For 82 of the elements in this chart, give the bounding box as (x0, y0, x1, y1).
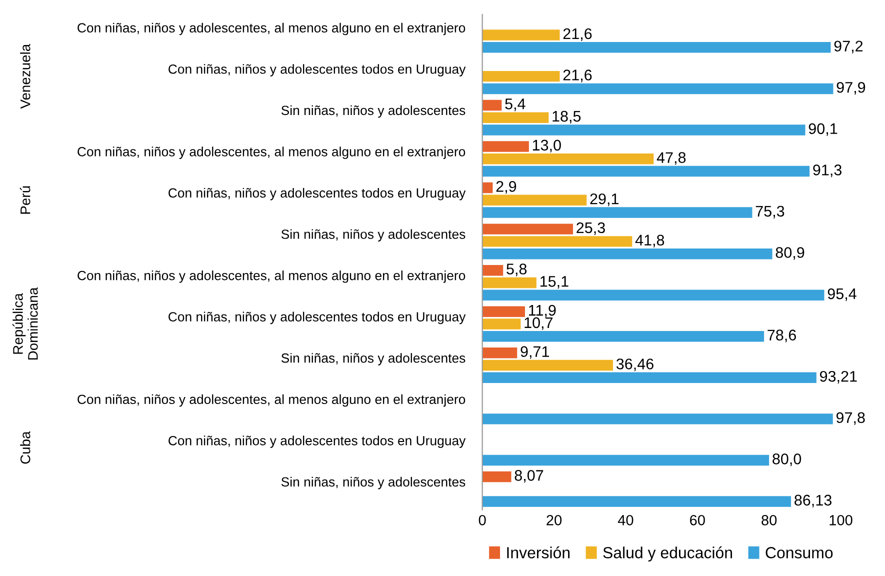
bar (482, 141, 529, 152)
y-tick-label: Con niñas, niños y adolescentes, al menos alguno en el extranjero (78, 394, 466, 407)
data-label: 10,7 (524, 317, 553, 330)
text: Venezuela (20, 44, 30, 109)
bar (482, 100, 502, 111)
data-label: 11,9 (529, 304, 556, 318)
data-label: 5,4 (505, 98, 526, 112)
x-tick-label: 0 (478, 515, 486, 526)
bar (482, 471, 512, 482)
data-label: 97,8 (836, 412, 865, 425)
bar (482, 496, 792, 507)
bar (482, 83, 834, 94)
y-tick-label: Con niñas, niños y adolescentes, al menos alguno en el extranjero (78, 22, 466, 36)
bar (482, 207, 752, 218)
data-label: 21,6 (563, 70, 592, 82)
data-label: 36,46 (616, 358, 654, 372)
bar (482, 454, 770, 466)
bar (482, 30, 560, 40)
y-tick-label: Con niñas, niños y adolescentes todos en Uruguay (168, 312, 466, 324)
data-label: 18,5 (552, 110, 581, 124)
data-label: 90,1 (808, 123, 838, 136)
data-label: 91,3 (813, 164, 842, 178)
y-tick-label: Sin niñas, niños y adolescentes (281, 229, 466, 242)
bar (482, 331, 764, 342)
data-label: 29,1 (590, 193, 618, 206)
text: Perú (20, 186, 30, 214)
bar (482, 154, 654, 164)
y-tick-label: Sin niñas, niños y adolescentes (281, 476, 466, 490)
data-label: 2,9 (496, 181, 516, 194)
data-label: 15,1 (540, 276, 568, 289)
y-tick-label: Con niñas, niños y adolescentes todos en Uruguay (168, 188, 466, 200)
data-label: 93,21 (820, 370, 857, 384)
data-label: 47,8 (656, 152, 686, 165)
data-label: 86,13 (794, 494, 832, 508)
data-label: 25,3 (576, 222, 605, 235)
x-tick-label: 40 (618, 515, 634, 526)
data-label: 75,3 (756, 206, 784, 218)
data-label: 78,6 (768, 330, 796, 342)
bar (482, 277, 536, 288)
data-label: 95,4 (828, 288, 856, 302)
bar (482, 248, 772, 260)
x-tick-label: 100 (830, 515, 852, 526)
data-label: 97,9 (836, 82, 866, 95)
legend-label: Salud y educación (603, 546, 732, 562)
bar (482, 70, 560, 82)
x-tick-label: 60 (690, 515, 705, 526)
x-tick-label: 20 (546, 515, 562, 526)
data-label: 80,9 (776, 247, 804, 260)
data-label: 13,0 (532, 140, 561, 152)
bar (482, 414, 833, 424)
bar (482, 124, 806, 136)
text: Cuba (20, 431, 30, 464)
bar (482, 264, 504, 276)
bar (482, 166, 810, 177)
data-label: 97,2 (834, 40, 863, 54)
data-label: 8,07 (514, 470, 544, 483)
data-label: 9,71 (520, 346, 549, 359)
data-label: 80,0 (772, 454, 802, 466)
y-tick-label: Con niñas, niños y adolescentes todos en Uruguay (168, 64, 466, 76)
bar (482, 372, 816, 384)
bar (482, 42, 831, 53)
y-tick-label: Sin niñas, niños y adolescentes (281, 105, 466, 118)
text: República Dominicana (12, 287, 38, 360)
legend-label: Consumo (766, 547, 833, 558)
bar (482, 290, 824, 300)
legend-label: Inversión (507, 546, 570, 558)
bar (482, 194, 587, 206)
y-tick-label: Con niñas, niños y adolescentes, al menos alguno en el extranjero (78, 146, 466, 159)
bar (482, 318, 521, 330)
bar (482, 236, 632, 247)
bar (482, 224, 574, 234)
bar (482, 306, 525, 317)
y-tick-label: Con niñas, niños y adolescentes, al menos alguno en el extranjero (78, 270, 466, 283)
y-tick-label: Con niñas, niños y adolescentes todos en Uruguay (168, 436, 466, 448)
data-label: 21,6 (563, 28, 592, 41)
bar (482, 112, 549, 123)
y-tick-label: Sin niñas, niños y adolescentes (281, 353, 466, 366)
data-label: 5,8 (506, 264, 527, 276)
data-label: 41,8 (635, 234, 664, 248)
bar (482, 360, 614, 371)
x-tick-label: 80 (762, 515, 777, 526)
bar (482, 348, 518, 358)
